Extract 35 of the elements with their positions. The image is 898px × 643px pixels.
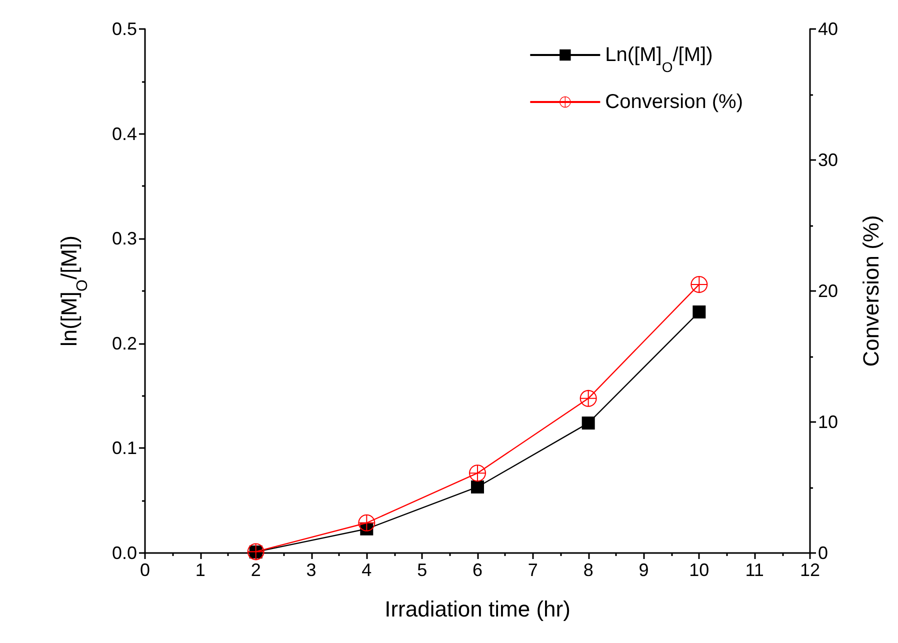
y-tick-label: 0.2 [112, 333, 137, 354]
point [582, 416, 595, 430]
x-tick-label: 12 [800, 560, 820, 580]
point [471, 480, 484, 494]
y2-tick-label: 10 [818, 412, 838, 432]
x-tick-label: 8 [583, 560, 594, 580]
y-tick-label: 0.5 [112, 19, 137, 39]
x-tick-label: 2 [250, 560, 261, 580]
x-tick-label: 1 [195, 560, 206, 580]
y-tick-label: 0.4 [112, 124, 137, 144]
x-tick-label: 3 [306, 560, 316, 580]
y2-axis-title: Conversion (%) [858, 215, 884, 367]
point [580, 390, 597, 407]
point [469, 464, 486, 482]
x-tick-label: 0 [140, 560, 150, 580]
y-tick-label: 0.3 [112, 228, 137, 249]
x-tick-label: 5 [417, 560, 428, 580]
legend-label: Conversion (%) [605, 91, 744, 113]
point [692, 305, 706, 318]
x-tick-label: 6 [472, 560, 483, 580]
point [358, 514, 376, 532]
point [690, 276, 708, 293]
y2-tick-label: 0 [818, 543, 828, 563]
y-tick-label: 0.1 [112, 438, 137, 458]
y2-tick-label: 20 [818, 281, 838, 301]
y-axis-title: ln([M]O/[M]) [56, 236, 91, 346]
y2-tick-label: 40 [818, 19, 838, 39]
x-tick-label: 4 [362, 560, 372, 580]
y-tick-label: 0.0 [112, 543, 137, 563]
x-tick-label: 7 [528, 560, 538, 580]
y2-tick-label: 30 [818, 150, 838, 170]
x-axis-title: Irradiation time (hr) [384, 596, 570, 622]
x-tick-label: 11 [745, 560, 764, 580]
x-tick-label: 9 [638, 560, 649, 580]
x-tick-label: 10 [689, 560, 710, 580]
